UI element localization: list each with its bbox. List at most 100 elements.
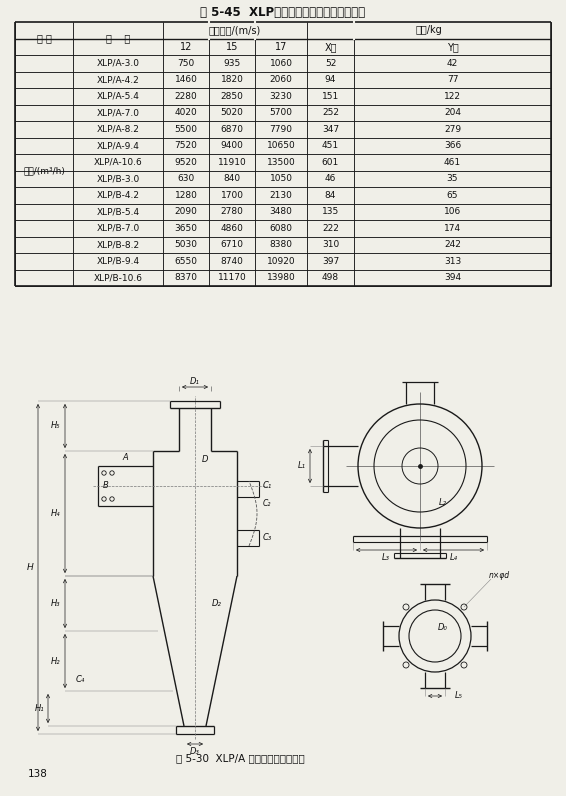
Text: 65: 65 — [447, 191, 458, 200]
Text: 222: 222 — [322, 224, 339, 232]
Text: 84: 84 — [325, 191, 336, 200]
Text: 279: 279 — [444, 125, 461, 134]
Text: D: D — [201, 455, 208, 463]
Text: 15: 15 — [226, 41, 238, 52]
Text: 进口气速/(m/s): 进口气速/(m/s) — [209, 25, 261, 35]
Text: 17: 17 — [275, 41, 287, 52]
Text: 6710: 6710 — [221, 240, 243, 249]
Text: 151: 151 — [322, 92, 339, 101]
Text: 5500: 5500 — [174, 125, 198, 134]
Text: 12: 12 — [180, 41, 192, 52]
Text: XLP/B-3.0: XLP/B-3.0 — [96, 174, 140, 183]
Text: 10920: 10920 — [267, 257, 295, 266]
Text: 2850: 2850 — [221, 92, 243, 101]
Text: 135: 135 — [322, 207, 339, 217]
Text: X型: X型 — [324, 41, 337, 52]
Text: XLP/B-5.4: XLP/B-5.4 — [96, 207, 140, 217]
Text: C₃: C₃ — [263, 533, 272, 543]
Text: C₂: C₂ — [263, 498, 271, 508]
Text: n×φd: n×φd — [488, 572, 509, 580]
Text: 1280: 1280 — [174, 191, 198, 200]
Text: D₂: D₂ — [212, 599, 222, 608]
Text: XLP/B-9.4: XLP/B-9.4 — [96, 257, 140, 266]
Text: XLP/B-8.2: XLP/B-8.2 — [96, 240, 140, 249]
Text: A: A — [122, 454, 128, 462]
Text: H₃: H₃ — [51, 599, 61, 608]
Text: 3230: 3230 — [269, 92, 293, 101]
Text: 313: 313 — [444, 257, 461, 266]
Text: XLP/A-8.2: XLP/A-8.2 — [97, 125, 139, 134]
Text: XLP/A-3.0: XLP/A-3.0 — [96, 59, 139, 68]
Text: 840: 840 — [224, 174, 241, 183]
Text: 8380: 8380 — [269, 240, 293, 249]
Text: XLP/A-7.0: XLP/A-7.0 — [96, 108, 139, 117]
Text: 9400: 9400 — [221, 141, 243, 150]
Text: 174: 174 — [444, 224, 461, 232]
Text: 122: 122 — [444, 92, 461, 101]
Text: 6870: 6870 — [221, 125, 243, 134]
Text: 项 目: 项 目 — [37, 33, 52, 44]
Text: 3480: 3480 — [269, 207, 293, 217]
Text: H₅: H₅ — [51, 422, 61, 431]
Text: 质量/kg: 质量/kg — [415, 25, 443, 35]
Text: 7790: 7790 — [269, 125, 293, 134]
Text: 750: 750 — [177, 59, 195, 68]
Text: 8740: 8740 — [221, 257, 243, 266]
Text: 310: 310 — [322, 240, 339, 249]
Text: 397: 397 — [322, 257, 339, 266]
Text: 2280: 2280 — [175, 92, 198, 101]
Text: 2060: 2060 — [269, 76, 293, 84]
Text: L₅: L₅ — [455, 692, 463, 700]
Text: H₂: H₂ — [51, 657, 61, 665]
Text: 6550: 6550 — [174, 257, 198, 266]
Text: 138: 138 — [28, 769, 48, 779]
Text: H: H — [27, 563, 33, 572]
Text: B: B — [103, 482, 109, 490]
Text: 935: 935 — [224, 59, 241, 68]
Text: H₄: H₄ — [51, 509, 61, 518]
Text: 10650: 10650 — [267, 141, 295, 150]
Text: 11170: 11170 — [217, 273, 246, 283]
Text: 1700: 1700 — [221, 191, 243, 200]
Text: 35: 35 — [447, 174, 458, 183]
Text: 52: 52 — [325, 59, 336, 68]
Text: L₄: L₄ — [450, 552, 458, 561]
Text: 1460: 1460 — [174, 76, 198, 84]
Text: 规    格: 规 格 — [106, 33, 130, 44]
Text: 94: 94 — [325, 76, 336, 84]
Text: L₁: L₁ — [298, 462, 306, 470]
Text: 图 5-30  XLP/A 型旁路式旋风除尘器: 图 5-30 XLP/A 型旁路式旋风除尘器 — [175, 753, 305, 763]
Text: 3650: 3650 — [174, 224, 198, 232]
Text: XLP/A-10.6: XLP/A-10.6 — [93, 158, 143, 166]
Text: 4860: 4860 — [221, 224, 243, 232]
Text: 13980: 13980 — [267, 273, 295, 283]
Text: 204: 204 — [444, 108, 461, 117]
Text: 2090: 2090 — [174, 207, 198, 217]
Text: 106: 106 — [444, 207, 461, 217]
Text: 461: 461 — [444, 158, 461, 166]
Text: 252: 252 — [322, 108, 339, 117]
Text: 2130: 2130 — [269, 191, 293, 200]
Text: L₂: L₂ — [439, 498, 447, 507]
Text: 42: 42 — [447, 59, 458, 68]
Text: 5020: 5020 — [221, 108, 243, 117]
Text: 5030: 5030 — [174, 240, 198, 249]
Text: 498: 498 — [322, 273, 339, 283]
Text: 5700: 5700 — [269, 108, 293, 117]
Text: 77: 77 — [447, 76, 458, 84]
Text: 表 5-45  XLP型旁路式旋风除尘器主要性能: 表 5-45 XLP型旁路式旋风除尘器主要性能 — [200, 6, 366, 18]
Text: XLP/B-4.2: XLP/B-4.2 — [96, 191, 139, 200]
Text: L₃: L₃ — [382, 552, 390, 561]
Text: XLP/A-9.4: XLP/A-9.4 — [97, 141, 139, 150]
Text: XLP/A-5.4: XLP/A-5.4 — [97, 92, 139, 101]
Text: 8370: 8370 — [174, 273, 198, 283]
Text: 1820: 1820 — [221, 76, 243, 84]
Text: D₃: D₃ — [190, 747, 200, 756]
Text: 1060: 1060 — [269, 59, 293, 68]
Text: 4020: 4020 — [175, 108, 198, 117]
Text: 11910: 11910 — [217, 158, 246, 166]
Text: 242: 242 — [444, 240, 461, 249]
Text: H₁: H₁ — [35, 704, 45, 713]
Text: 1050: 1050 — [269, 174, 293, 183]
Text: 46: 46 — [325, 174, 336, 183]
